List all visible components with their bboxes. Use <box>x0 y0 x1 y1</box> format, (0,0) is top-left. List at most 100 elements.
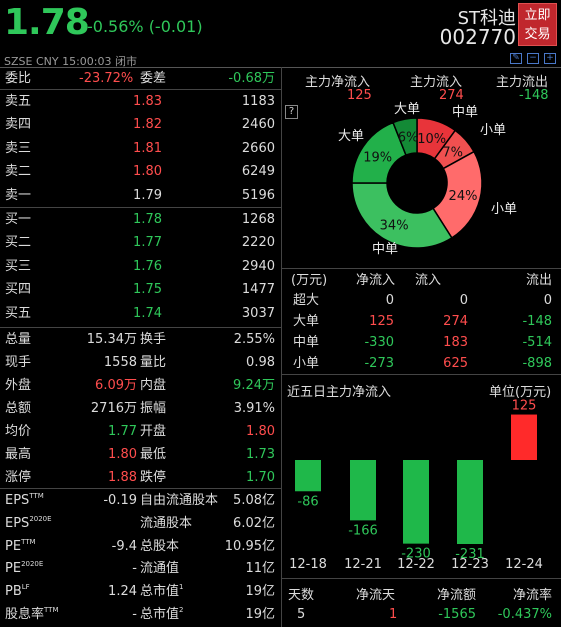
stat-value: 2.55% <box>233 332 275 347</box>
main-outflow-value: -148 <box>519 88 549 103</box>
five-day-bar-value: -230 <box>401 547 431 562</box>
plus-icon[interactable]: + <box>544 53 556 64</box>
trade-button-label-2: 交易 <box>524 27 551 42</box>
fundamental-value: 19亿 <box>245 584 275 600</box>
main-outflow-label: 主力流出 <box>496 75 549 90</box>
stat-row: 涨停 1.88 跌停 1.70 <box>0 466 280 489</box>
fundamental-label: 总股本 <box>140 538 180 554</box>
stat-label: 总额 <box>5 401 32 416</box>
stat-value: 1.70 <box>246 470 275 485</box>
flow-table-header: 流入 <box>414 273 441 288</box>
fundamental-label: 流通值 <box>140 561 180 577</box>
summary-header: 净流率 <box>512 588 552 603</box>
fundamental-value: 19亿 <box>245 607 275 622</box>
fundamental-value: - <box>132 561 137 577</box>
five-day-bar <box>350 460 376 521</box>
order-volume: 1268 <box>241 212 275 227</box>
fundamental-label: 流通股本 <box>140 515 193 531</box>
flow-table-header: 流出 <box>525 273 552 288</box>
five-day-bar <box>295 460 321 492</box>
minus-icon[interactable]: − <box>527 53 539 64</box>
weibi-row: 委比 -23.72% 委差 -0.68万 <box>0 67 280 90</box>
weicha-value: -0.68万 <box>228 71 275 86</box>
fundamental-value: - <box>132 607 137 622</box>
order-price: 1.82 <box>133 117 162 133</box>
pie-slice-percent: 7% <box>442 146 463 161</box>
five-day-date: 12-18 <box>289 557 327 572</box>
flow-table-category: 中单 <box>293 335 320 350</box>
fundamental-label: EPS2020E <box>5 514 52 531</box>
order-price: 1.76 <box>133 258 162 274</box>
summary-value: -0.437% <box>497 607 552 622</box>
fundamental-label: 总市值2 <box>140 606 184 623</box>
stock-code: 002770 <box>439 25 516 49</box>
fundamental-row: 股息率TTM - 总市值2 19亿 <box>0 603 280 626</box>
pie-slice <box>432 150 483 239</box>
fundamental-label: EPSTTM <box>5 492 44 509</box>
order-row: 买三 1.76 2940 <box>0 255 280 278</box>
stat-value: 0.98 <box>246 355 275 370</box>
stat-value: 9.24万 <box>233 378 275 393</box>
order-price: 1.75 <box>133 282 162 298</box>
order-row: 卖三 1.81 2660 <box>0 137 280 160</box>
stat-value: 1.80 <box>246 424 275 439</box>
five-day-bar <box>403 460 429 544</box>
fundamental-value: 10.95亿 <box>224 538 275 554</box>
five-day-bar <box>511 414 537 460</box>
flow-table-category: 小单 <box>293 356 320 371</box>
five-day-date: 12-23 <box>451 557 489 572</box>
stat-label: 开盘 <box>140 424 167 439</box>
fundamental-label: 股息率TTM <box>5 606 59 623</box>
trade-button[interactable]: 立即 交易 <box>518 3 557 46</box>
fundamental-value: 1.24 <box>108 584 137 600</box>
pie-slice-name: 小单 <box>491 202 517 217</box>
weibi-label: 委比 <box>5 71 32 86</box>
order-level-label: 卖三 <box>5 140 32 156</box>
stat-label: 内盘 <box>140 378 167 393</box>
stat-label: 最高 <box>5 447 32 462</box>
order-row: 卖一 1.79 5196 <box>0 184 280 207</box>
fundamental-label: 总市值1 <box>140 583 184 600</box>
trade-button-label-1: 立即 <box>524 8 551 23</box>
edit-icon[interactable]: ✎ <box>510 53 522 64</box>
flow-table-in: 274 <box>443 314 468 329</box>
flow-table-in: 0 <box>459 293 468 308</box>
pie-slice-name: 小单 <box>480 123 506 138</box>
help-icon[interactable]: ? <box>285 105 298 119</box>
stat-label: 外盘 <box>5 378 32 393</box>
order-price: 1.81 <box>133 140 162 156</box>
stat-label: 换手 <box>140 332 167 347</box>
stat-value: 15.34万 <box>86 332 137 347</box>
order-level-label: 买二 <box>5 235 32 251</box>
flow-table-category: 超大 <box>293 293 320 308</box>
pie-slice-name: 大单 <box>338 129 364 144</box>
pie-slice-name: 中单 <box>372 242 398 257</box>
order-level-label: 卖一 <box>5 187 32 203</box>
pie-slice <box>351 182 453 249</box>
fundamental-value: -9.4 <box>111 538 137 554</box>
stat-label: 振幅 <box>140 401 167 416</box>
five-day-bar-value: 125 <box>512 399 537 414</box>
stat-label: 总量 <box>5 332 32 347</box>
stat-label: 均价 <box>5 424 32 439</box>
main-inflow-value: 274 <box>439 88 464 103</box>
current-price: 1.78 <box>4 2 90 43</box>
order-level-label: 卖五 <box>5 94 32 109</box>
flow-table-header: (万元) <box>291 273 328 288</box>
summary-value: 5 <box>297 607 306 622</box>
summary-header: 天数 <box>288 588 315 603</box>
flow-table-out: -148 <box>522 314 552 329</box>
five-day-bar-value: -231 <box>455 547 485 562</box>
main-inflow-label: 主力流入 <box>410 75 463 90</box>
five-day-unit: 单位(万元) <box>489 385 552 400</box>
order-row: 卖二 1.80 6249 <box>0 160 280 183</box>
fundamental-row: EPS2020E 流通股本 6.02亿 <box>0 512 280 535</box>
stat-row: 总量 15.34万 换手 2.55% <box>0 328 280 351</box>
main-net-inflow-value: 125 <box>347 88 372 103</box>
flow-table-category: 大单 <box>293 314 320 329</box>
flow-table-in: 625 <box>443 356 468 371</box>
flow-table-in: 183 <box>443 335 468 350</box>
stat-row: 均价 1.77 开盘 1.80 <box>0 420 280 443</box>
flow-table-net: 125 <box>369 314 394 329</box>
